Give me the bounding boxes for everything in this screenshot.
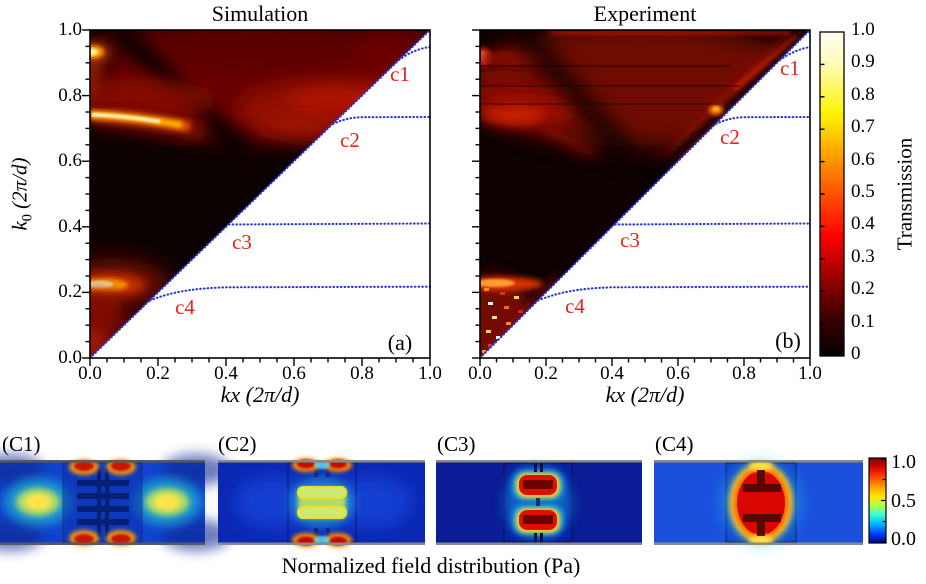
xlabel-a: kx (2π/d) (220, 382, 300, 407)
cbar-tick-7: 0.3 (851, 245, 875, 267)
cbar-tick-3: 0.7 (851, 116, 875, 138)
xtick-b-3: 0.6 (666, 363, 690, 384)
panel-b-corner-label: (b) (775, 328, 801, 353)
cbar-tick-10: 0 (851, 343, 861, 364)
resonance-lobe-1-c3 (512, 470, 564, 500)
branch-c1-a (397, 45, 432, 62)
branch-c4-a (148, 285, 432, 302)
field-panel-c1 (0, 454, 230, 551)
xtick-a-3: 0.6 (282, 363, 306, 384)
branch-c2-a (331, 115, 432, 126)
branch-c2-b (714, 115, 812, 126)
branch-c3-b (613, 222, 812, 226)
xtick-b-2: 0.4 (600, 363, 624, 384)
ytick-5: 0.0 (58, 347, 82, 368)
cbar-tick-8: 0.2 (851, 278, 875, 300)
field-panel-c4 (654, 460, 863, 545)
cbar-tick-1: 0.9 (851, 51, 875, 73)
ylabel: k0 (2π/d) (7, 157, 36, 231)
ytick-1: 0.8 (58, 84, 82, 106)
xtick-a-1: 0.2 (146, 363, 170, 384)
ytick-0: 1.0 (58, 19, 82, 40)
curve-label-c2-b: c2 (720, 125, 740, 149)
resonator-stems-c3 (534, 463, 543, 542)
sound-line-b (478, 28, 812, 360)
axis-ticks-a (82, 29, 431, 366)
field-label-c2: (C2) (218, 432, 257, 456)
field-cbar-tick-0.5: 0.5 (891, 490, 916, 512)
xtick-a-2: 0.4 (214, 363, 238, 384)
heatmap-panel-b: c1 c2 c3 c4 (b) (472, 28, 812, 366)
unit-cell-c1 (62, 462, 143, 543)
cbar-tick-2: 0.8 (851, 83, 875, 105)
xlabel-b: kx (2π/d) (605, 382, 685, 407)
field-label-c4: (C4) (655, 432, 694, 456)
cbar-tick-4: 0.6 (851, 148, 875, 170)
cbar-tick-6: 0.4 (851, 213, 875, 235)
panel-a-title: Simulation (211, 1, 309, 26)
xtick-b-1: 0.2 (534, 363, 558, 384)
curve-label-c3-b: c3 (620, 228, 640, 252)
resonator-bars-c4 (743, 470, 781, 536)
curve-label-c4-b: c4 (565, 294, 585, 318)
panel-a-corner-label: (a) (388, 330, 412, 355)
branch-c1-b (778, 45, 812, 62)
xtick-a-4: 0.8 (350, 363, 374, 384)
ytick-2: 0.6 (58, 150, 82, 172)
heatmap-a-pixels (90, 30, 430, 358)
curve-label-c1-a: c1 (390, 62, 410, 86)
field-panel-c2 (218, 458, 425, 547)
field-cbar-tick-1.0: 1.0 (891, 451, 916, 473)
field-panel-c3 (436, 460, 642, 545)
hot-spots-c1 (69, 459, 136, 546)
branch-c4-b (536, 285, 812, 302)
resonance-lobe-2-c3 (512, 505, 564, 535)
cbar-tick-0: 1.0 (851, 19, 875, 40)
ytick-4: 0.2 (58, 281, 82, 303)
curve-label-c1-b: c1 (780, 56, 800, 80)
heatmap-panel-a: c1 c2 c3 c4 (a) (82, 28, 432, 366)
speckles-b (482, 288, 523, 353)
figure-caption: Normalized field distribution (Pa) (281, 553, 581, 578)
heatmap-b-pixels (480, 30, 810, 358)
axis-ticks-b (472, 29, 811, 366)
resonator-c1 (77, 468, 129, 537)
cbar-tick-5: 0.5 (851, 181, 875, 202)
panel-b-title: Experiment (593, 1, 697, 26)
ytick-3: 0.4 (58, 215, 82, 237)
field-label-c1: (C1) (2, 432, 41, 456)
curve-label-c3-a: c3 (232, 230, 252, 254)
cbar-tick-9: 0.1 (851, 310, 875, 332)
xtick-b-0: 0.0 (468, 363, 492, 384)
transmission-colorbar (819, 31, 845, 357)
field-cbar-tick-0.0: 0.0 (891, 528, 916, 550)
curve-label-c2-a: c2 (340, 128, 360, 152)
field-colorbar (868, 457, 887, 544)
curve-label-c4-a: c4 (175, 295, 195, 319)
dispersion-curves-a (88, 28, 432, 360)
xtick-b-5: 1.0 (798, 363, 822, 384)
xtick-a-5: 1.0 (418, 363, 442, 384)
sound-line-a (88, 28, 432, 360)
xtick-a-0: 0.0 (78, 363, 102, 384)
colorbar-ticks (820, 63, 825, 325)
dispersion-curves-b (478, 28, 812, 360)
xtick-b-4: 0.8 (732, 363, 756, 384)
resonator-stems-c2 (314, 464, 330, 541)
branch-c3-a (227, 222, 432, 226)
field-label-c3: (C3) (437, 432, 476, 456)
colorbar-label: Transmission (892, 137, 917, 251)
